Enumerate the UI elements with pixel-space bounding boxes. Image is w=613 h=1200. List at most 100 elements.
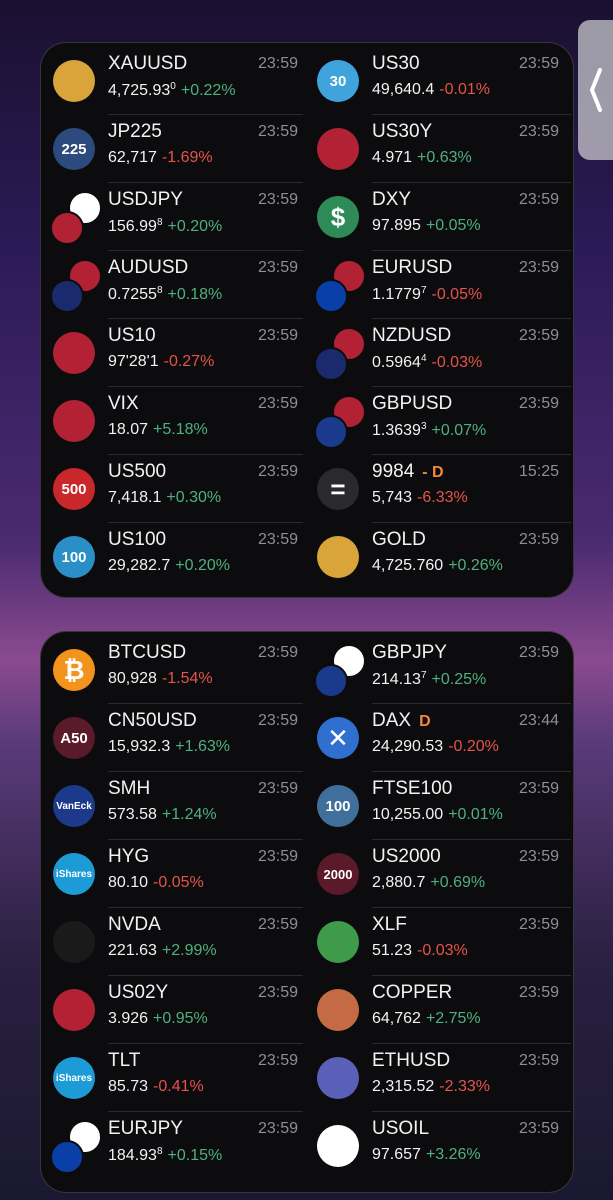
symbol-text: COPPER [372, 982, 453, 1003]
quote-row[interactable]: XAUUSD 23:59 4,725.930 +0.22% [41, 47, 307, 115]
quote-row[interactable]: GBPJPY 23:59 214.137 +0.25% [305, 636, 571, 704]
quote-row[interactable]: AUDUSD 23:59 0.72558 +0.18% [41, 251, 307, 319]
icon [317, 1057, 359, 1099]
price: 62,717 [108, 149, 157, 166]
icon: $ [317, 196, 359, 238]
symbol: AUDUSD [108, 257, 188, 279]
separator [372, 114, 571, 115]
separator [372, 1111, 571, 1112]
symbol-text: GBPJPY [372, 642, 447, 663]
badge: D [419, 713, 431, 730]
quote-row[interactable]: XLF 23:59 51.23 -0.03% [305, 908, 571, 976]
separator [372, 975, 571, 976]
icon: 100 [53, 536, 95, 578]
symbol-text: NVDA [108, 914, 161, 935]
quote-row[interactable]: GBPUSD 23:59 1.36393 +0.07% [305, 387, 571, 455]
time: 23:59 [257, 780, 298, 797]
quote-row[interactable]: 30 US30 23:59 49,640.4 -0.01% [305, 47, 571, 115]
separator [108, 703, 303, 704]
price-line: 214.137 +0.25% [372, 670, 486, 689]
separator [108, 839, 303, 840]
quote-row[interactable]: COPPER 23:59 64,762 +2.75% [305, 976, 571, 1044]
quote-row[interactable]: 500 US500 23:59 7,418.1 +0.30% [41, 455, 307, 523]
icon [53, 332, 95, 374]
time: 23:59 [518, 259, 559, 276]
symbol: NVDA [108, 914, 161, 936]
symbol-text: XLF [372, 914, 407, 935]
icon: 30 [317, 60, 359, 102]
price-line: 1.36393 +0.07% [372, 421, 486, 440]
change: +0.26% [448, 557, 503, 574]
quote-row[interactable]: USDJPY 23:59 156.998 +0.20% [41, 183, 307, 251]
quote-row[interactable]: 100 FTSE100 23:59 10,255.00 +0.01% [305, 772, 571, 840]
quote-row[interactable]: GOLD 23:59 4,725.760 +0.26% [305, 523, 571, 591]
icon [317, 921, 359, 963]
price-superscript: 4 [420, 353, 427, 364]
symbol: CN50USD [108, 710, 197, 732]
quote-row[interactable]: US30Y 23:59 4.971 +0.63% [305, 115, 571, 183]
quote-row[interactable]: iShares TLT 23:59 85.73 -0.41% [41, 1044, 307, 1112]
price: 5,743 [372, 489, 413, 506]
quote-row[interactable]: 2000 US2000 23:59 2,880.7 +0.69% [305, 840, 571, 908]
price: 51.23 [372, 942, 413, 959]
symbol: GOLD [372, 529, 426, 551]
price-line: 1.17797 -0.05% [372, 285, 482, 304]
quote-row[interactable]: NVDA 23:59 221.63 +2.99% [41, 908, 307, 976]
symbol: GBPUSD [372, 393, 452, 415]
quote-row[interactable]: NZDUSD 23:59 0.59644 -0.03% [305, 319, 571, 387]
quote-row[interactable]: ETHUSD 23:59 2,315.52 -2.33% [305, 1044, 571, 1112]
price-superscript: 7 [420, 285, 427, 296]
quote-row[interactable]: 100 US100 23:59 29,282.7 +0.20% [41, 523, 307, 591]
symbol-text: US100 [108, 529, 167, 550]
symbol: JP225 [108, 121, 162, 143]
icon: VanEck [53, 785, 95, 827]
time: 23:59 [518, 848, 559, 865]
price-line: 156.998 +0.20% [108, 217, 222, 236]
price: 1.3639 [372, 422, 421, 439]
separator [108, 182, 303, 183]
badge: - D [422, 464, 444, 481]
quote-row[interactable]: $ DXY 23:59 97.895 +0.05% [305, 183, 571, 251]
quote-row[interactable]: 225 JP225 23:59 62,717 -1.69% [41, 115, 307, 183]
change: +0.95% [153, 1010, 208, 1027]
icon-flag [68, 259, 102, 293]
symbol: FTSE100 [372, 778, 452, 800]
quote-row[interactable]: ✕ DAX D 23:44 24,290.53 -0.20% [305, 704, 571, 772]
icon [317, 1125, 359, 1167]
quote-row[interactable]: VanEck SMH 23:59 573.58 +1.24% [41, 772, 307, 840]
quote-row[interactable]: EURJPY 23:59 184.938 +0.15% [41, 1112, 307, 1180]
quote-row[interactable]: iShares HYG 23:59 80.10 -0.05% [41, 840, 307, 908]
symbol-text: DAX [372, 710, 412, 731]
quote-row[interactable]: A50 CN50USD 23:59 15,932.3 +1.63% [41, 704, 307, 772]
quote-row[interactable]: = 9984 - D 15:25 5,743 -6.33% [305, 455, 571, 523]
symbol-text: XAUUSD [108, 53, 188, 74]
icon-flag [50, 279, 84, 313]
chevron [590, 68, 602, 112]
icon: 500 [53, 468, 95, 510]
icon: 2000 [317, 853, 359, 895]
quote-row[interactable]: EURUSD 23:59 1.17797 -0.05% [305, 251, 571, 319]
change: +5.18% [153, 421, 208, 438]
price: 184.93 [108, 1147, 157, 1164]
quote-row[interactable]: VIX 23:59 18.07 +5.18% [41, 387, 307, 455]
quote-row[interactable]: US10 23:59 97'28'1 -0.27% [41, 319, 307, 387]
side-handle[interactable] [578, 20, 613, 160]
quote-row[interactable]: USOIL 23:59 97.657 +3.26% [305, 1112, 571, 1180]
separator [372, 771, 571, 772]
quote-row[interactable]: ₿ BTCUSD 23:59 80,928 -1.54% [41, 636, 307, 704]
symbol: TLT [108, 1050, 140, 1072]
price-line: 62,717 -1.69% [108, 149, 213, 167]
symbol-text: BTCUSD [108, 642, 187, 663]
symbol-text: ETHUSD [372, 1050, 451, 1071]
price-line: 97'28'1 -0.27% [108, 353, 214, 371]
quote-row[interactable]: US02Y 23:59 3.926 +0.95% [41, 976, 307, 1044]
symbol-text: CN50USD [108, 710, 197, 731]
symbol: DAX D [372, 710, 431, 732]
icon-flag [314, 664, 348, 698]
symbol-text: US30 [372, 53, 420, 74]
price-line: 7,418.1 +0.30% [108, 489, 221, 507]
time: 23:59 [257, 916, 298, 933]
separator [108, 250, 303, 251]
time: 23:59 [518, 984, 559, 1001]
